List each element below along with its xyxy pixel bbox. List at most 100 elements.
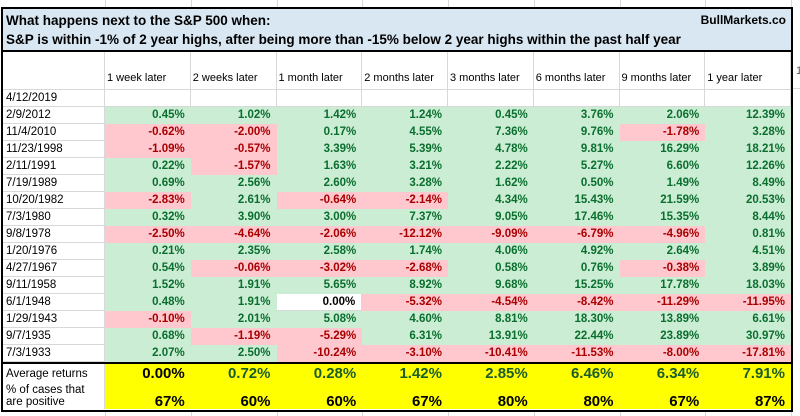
date-cell[interactable]: 1/29/1943 [3, 311, 105, 328]
date-cell[interactable]: 7/3/1980 [3, 209, 105, 226]
value-cell[interactable]: 2.61% [190, 192, 277, 209]
percent-positive-cell[interactable]: 67% [105, 394, 191, 409]
value-cell[interactable]: 18.03% [705, 277, 791, 294]
value-cell[interactable]: -2.83% [105, 192, 191, 209]
date-cell[interactable]: 2/11/1991 [3, 158, 105, 175]
value-cell[interactable]: 1.49% [619, 175, 706, 192]
column-header[interactable]: 1 year later [705, 52, 791, 90]
value-cell[interactable]: -3.10% [362, 345, 448, 362]
value-cell[interactable]: 5.27% [533, 158, 620, 175]
value-cell[interactable]: -0.57% [190, 141, 277, 158]
value-cell[interactable]: 2.01% [190, 311, 277, 328]
date-cell[interactable]: 11/23/1998 [3, 141, 105, 158]
value-cell[interactable]: 15.43% [533, 192, 620, 209]
percent-positive-cell[interactable]: 60% [276, 394, 363, 409]
column-header[interactable]: 9 months later [619, 52, 706, 90]
value-cell[interactable]: -0.64% [276, 192, 363, 209]
value-cell[interactable]: -11.53% [533, 345, 620, 362]
value-cell[interactable]: 0.54% [105, 260, 191, 277]
value-cell[interactable]: 0.58% [448, 260, 534, 277]
value-cell[interactable]: 9.05% [448, 209, 534, 226]
value-cell[interactable]: 4.55% [362, 124, 448, 141]
value-cell[interactable]: 17.78% [619, 277, 706, 294]
column-header[interactable]: 2 weeks later [190, 52, 277, 90]
value-cell[interactable]: 0.32% [105, 209, 191, 226]
percent-positive-cell[interactable]: 80% [448, 394, 534, 409]
date-cell[interactable]: 7/3/1933 [3, 345, 105, 362]
value-cell[interactable]: -2.06% [276, 226, 363, 243]
value-cell[interactable]: 5.65% [276, 277, 363, 294]
value-cell[interactable]: 20.53% [705, 192, 791, 209]
percent-positive-cell[interactable]: 67% [619, 394, 706, 409]
date-cell[interactable]: 9/11/1958 [3, 277, 105, 294]
percent-positive-cell[interactable]: 80% [533, 394, 620, 409]
value-cell[interactable]: -1.19% [190, 328, 277, 345]
date-cell[interactable]: 9/7/1935 [3, 328, 105, 345]
value-cell[interactable]: 3.00% [276, 209, 363, 226]
value-cell[interactable]: 9.81% [533, 141, 620, 158]
value-cell[interactable]: -4.64% [190, 226, 277, 243]
value-cell[interactable]: 6.61% [705, 311, 791, 328]
date-cell[interactable]: 4/27/1967 [3, 260, 105, 277]
average-value-cell[interactable]: 6.34% [619, 364, 706, 384]
value-cell[interactable]: 7.37% [362, 209, 448, 226]
value-cell[interactable]: 18.30% [533, 311, 620, 328]
value-cell[interactable]: -0.38% [619, 260, 706, 277]
value-cell[interactable]: 0.81% [705, 226, 791, 243]
value-cell[interactable]: 1.91% [190, 277, 277, 294]
average-value-cell[interactable]: 7.91% [705, 364, 791, 384]
value-cell[interactable]: 2.22% [448, 158, 534, 175]
average-value-cell[interactable]: 0.00% [105, 364, 191, 384]
date-cell[interactable]: 11/4/2010 [3, 124, 105, 141]
value-cell[interactable] [276, 90, 363, 107]
value-cell[interactable]: 6.60% [619, 158, 706, 175]
value-cell[interactable] [705, 90, 791, 107]
value-cell[interactable]: 5.39% [362, 141, 448, 158]
value-cell[interactable]: -2.68% [362, 260, 448, 277]
average-value-cell[interactable]: 0.72% [190, 364, 277, 384]
value-cell[interactable]: 22.44% [533, 328, 620, 345]
value-cell[interactable]: -8.00% [619, 345, 706, 362]
value-cell[interactable]: 4.92% [533, 243, 620, 260]
value-cell[interactable]: 0.17% [276, 124, 363, 141]
value-cell[interactable]: 4.06% [448, 243, 534, 260]
value-cell[interactable]: 0.69% [105, 175, 191, 192]
value-cell[interactable]: -2.50% [105, 226, 191, 243]
value-cell[interactable]: 3.39% [276, 141, 363, 158]
value-cell[interactable]: 4.60% [362, 311, 448, 328]
value-cell[interactable]: -10.41% [448, 345, 534, 362]
value-cell[interactable]: 1.91% [190, 294, 277, 311]
value-cell[interactable]: 0.00% [276, 294, 363, 311]
percent-positive-cell[interactable]: 87% [705, 394, 791, 409]
value-cell[interactable]: 8.92% [362, 277, 448, 294]
value-cell[interactable]: 1.42% [276, 107, 363, 124]
value-cell[interactable] [190, 90, 277, 107]
value-cell[interactable]: 9.68% [448, 277, 534, 294]
average-value-cell[interactable]: 6.46% [533, 364, 620, 384]
value-cell[interactable]: -17.81% [705, 345, 791, 362]
date-cell[interactable]: 1/20/1976 [3, 243, 105, 260]
value-cell[interactable]: -10.24% [276, 345, 363, 362]
value-cell[interactable]: -12.12% [362, 226, 448, 243]
value-cell[interactable]: -4.54% [448, 294, 534, 311]
value-cell[interactable] [619, 90, 706, 107]
value-cell[interactable]: 2.50% [190, 345, 277, 362]
value-cell[interactable]: 13.91% [448, 328, 534, 345]
value-cell[interactable]: 0.21% [105, 243, 191, 260]
average-value-cell[interactable]: 2.85% [448, 364, 534, 384]
value-cell[interactable]: -0.10% [105, 311, 191, 328]
value-cell[interactable]: 1.24% [362, 107, 448, 124]
value-cell[interactable] [105, 90, 191, 107]
value-cell[interactable]: 3.28% [705, 124, 791, 141]
value-cell[interactable]: 2.07% [105, 345, 191, 362]
column-header[interactable]: 1 week later [105, 52, 191, 90]
value-cell[interactable]: 0.50% [533, 175, 620, 192]
value-cell[interactable]: 18.21% [705, 141, 791, 158]
value-cell[interactable] [448, 90, 534, 107]
value-cell[interactable] [362, 90, 448, 107]
value-cell[interactable]: 4.34% [448, 192, 534, 209]
average-value-cell[interactable]: 1.42% [362, 364, 448, 384]
value-cell[interactable]: 2.58% [276, 243, 363, 260]
value-cell[interactable]: 8.44% [705, 209, 791, 226]
value-cell[interactable]: 5.08% [276, 311, 363, 328]
